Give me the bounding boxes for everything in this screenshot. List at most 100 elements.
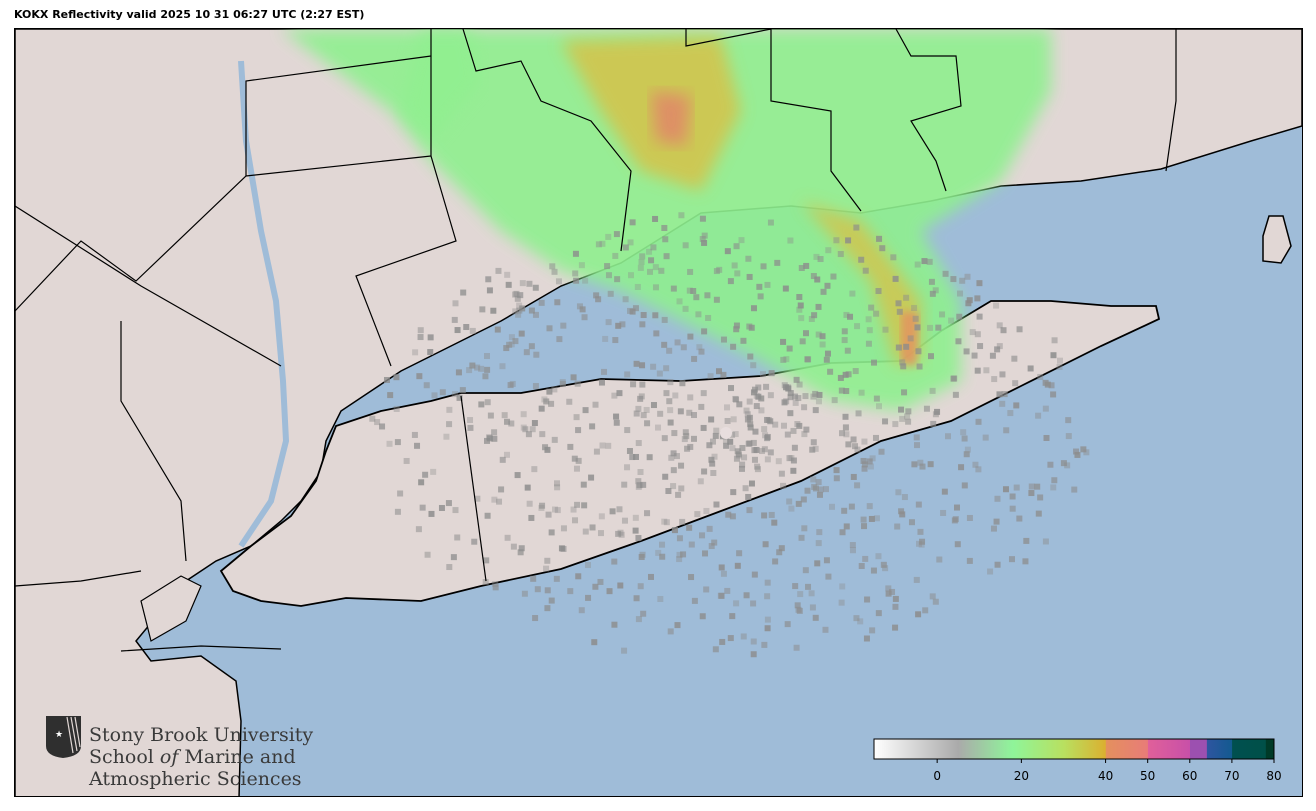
clutter-pixel <box>638 393 645 400</box>
clutter-pixel <box>635 616 642 623</box>
colorbar-tick-label: 50 <box>1140 769 1155 783</box>
clutter-pixel <box>682 429 689 436</box>
clutter-pixel <box>804 487 811 494</box>
clutter-pixel <box>932 287 939 294</box>
clutter-pixel <box>680 551 687 558</box>
clutter-pixel <box>849 542 856 549</box>
clutter-pixel <box>638 553 645 560</box>
clutter-pixel <box>613 419 620 426</box>
colorbar-tick-label: 20 <box>1014 769 1029 783</box>
clutter-pixel <box>551 386 558 393</box>
clutter-pixel <box>748 480 755 487</box>
clutter-pixel <box>744 416 751 423</box>
clutter-pixel <box>589 524 596 531</box>
clutter-pixel <box>459 387 466 394</box>
clutter-pixel <box>875 288 882 295</box>
clutter-pixel <box>964 446 971 453</box>
clutter-pixel <box>393 374 400 381</box>
clutter-pixel <box>768 511 775 518</box>
clutter-pixel <box>814 276 821 283</box>
clutter-pixel <box>680 344 687 351</box>
clutter-pixel <box>987 568 994 575</box>
clutter-pixel <box>438 504 445 511</box>
clutter-pixel <box>1060 460 1067 467</box>
clutter-pixel <box>861 465 868 472</box>
clutter-pixel <box>722 437 729 444</box>
clutter-pixel <box>667 628 674 635</box>
clutter-pixel <box>1013 402 1020 409</box>
clutter-pixel <box>954 541 961 548</box>
clutter-pixel <box>635 405 642 412</box>
clutter-pixel <box>934 408 941 415</box>
clutter-pixel <box>539 431 546 438</box>
clutter-pixel <box>597 578 604 585</box>
clutter-pixel <box>414 442 421 449</box>
clutter-pixel <box>484 366 491 373</box>
clutter-pixel <box>993 302 1000 309</box>
clutter-pixel <box>914 261 921 268</box>
clutter-pixel <box>805 583 812 590</box>
clutter-pixel <box>679 518 686 525</box>
clutter-pixel <box>1042 538 1049 545</box>
clutter-pixel <box>958 464 965 471</box>
clutter-pixel <box>663 253 670 260</box>
clutter-pixel <box>484 399 491 406</box>
clutter-pixel <box>687 394 694 401</box>
clutter-pixel <box>666 398 673 405</box>
clutter-pixel <box>733 243 740 250</box>
clutter-pixel <box>751 456 758 463</box>
clutter-pixel <box>455 369 462 376</box>
clutter-pixel <box>848 503 855 510</box>
clutter-pixel <box>506 341 513 348</box>
clutter-pixel <box>1080 446 1087 453</box>
clutter-pixel <box>1013 484 1020 491</box>
clutter-pixel <box>866 503 873 510</box>
clutter-pixel <box>469 327 476 334</box>
clutter-pixel <box>746 440 753 447</box>
clutter-pixel <box>828 503 835 510</box>
clutter-pixel <box>1023 537 1030 544</box>
clutter-pixel <box>671 430 678 437</box>
clutter-pixel <box>774 259 781 266</box>
state-borders <box>15 29 1177 652</box>
clutter-pixel <box>567 588 574 595</box>
clutter-pixel <box>862 555 869 562</box>
clutter-pixel <box>875 610 882 617</box>
clutter-pixel <box>803 262 810 269</box>
clutter-pixel <box>397 490 404 497</box>
clutter-pixel <box>578 607 585 614</box>
clutter-pixel <box>810 476 817 483</box>
clutter-pixel <box>621 481 628 488</box>
clutter-pixel <box>869 627 876 634</box>
clutter-pixel <box>731 262 738 269</box>
radar-map[interactable]: ★ Stony Brook University School of Marin… <box>14 28 1303 797</box>
clutter-pixel <box>784 621 791 628</box>
clutter-pixel <box>606 588 613 595</box>
clutter-pixel <box>691 355 698 362</box>
clutter-pixel <box>615 530 622 537</box>
clutter-pixel <box>762 541 769 548</box>
clutter-pixel <box>582 277 589 284</box>
clutter-pixel <box>942 270 949 277</box>
clutter-pixel <box>598 513 605 520</box>
clutter-pixel <box>701 328 708 335</box>
clutter-pixel <box>899 359 906 366</box>
clutter-pixel <box>574 501 581 508</box>
clutter-pixel <box>640 481 647 488</box>
clutter-pixel <box>791 444 798 451</box>
clutter-pixel <box>602 335 609 342</box>
clutter-pixel <box>415 526 422 533</box>
clutter-pixel <box>950 276 957 283</box>
clutter-pixel <box>616 506 623 513</box>
clutter-pixel <box>781 382 788 389</box>
clutter-pixel <box>864 596 871 603</box>
clutter-pixel <box>670 483 677 490</box>
clutter-pixel <box>767 449 774 456</box>
clutter-pixel <box>815 540 822 547</box>
clutter-pixel <box>573 465 580 472</box>
clutter-pixel <box>639 362 646 369</box>
clutter-pixel <box>612 252 619 259</box>
clutter-pixel <box>374 419 381 426</box>
clutter-pixel <box>734 448 741 455</box>
clutter-pixel <box>393 405 400 412</box>
